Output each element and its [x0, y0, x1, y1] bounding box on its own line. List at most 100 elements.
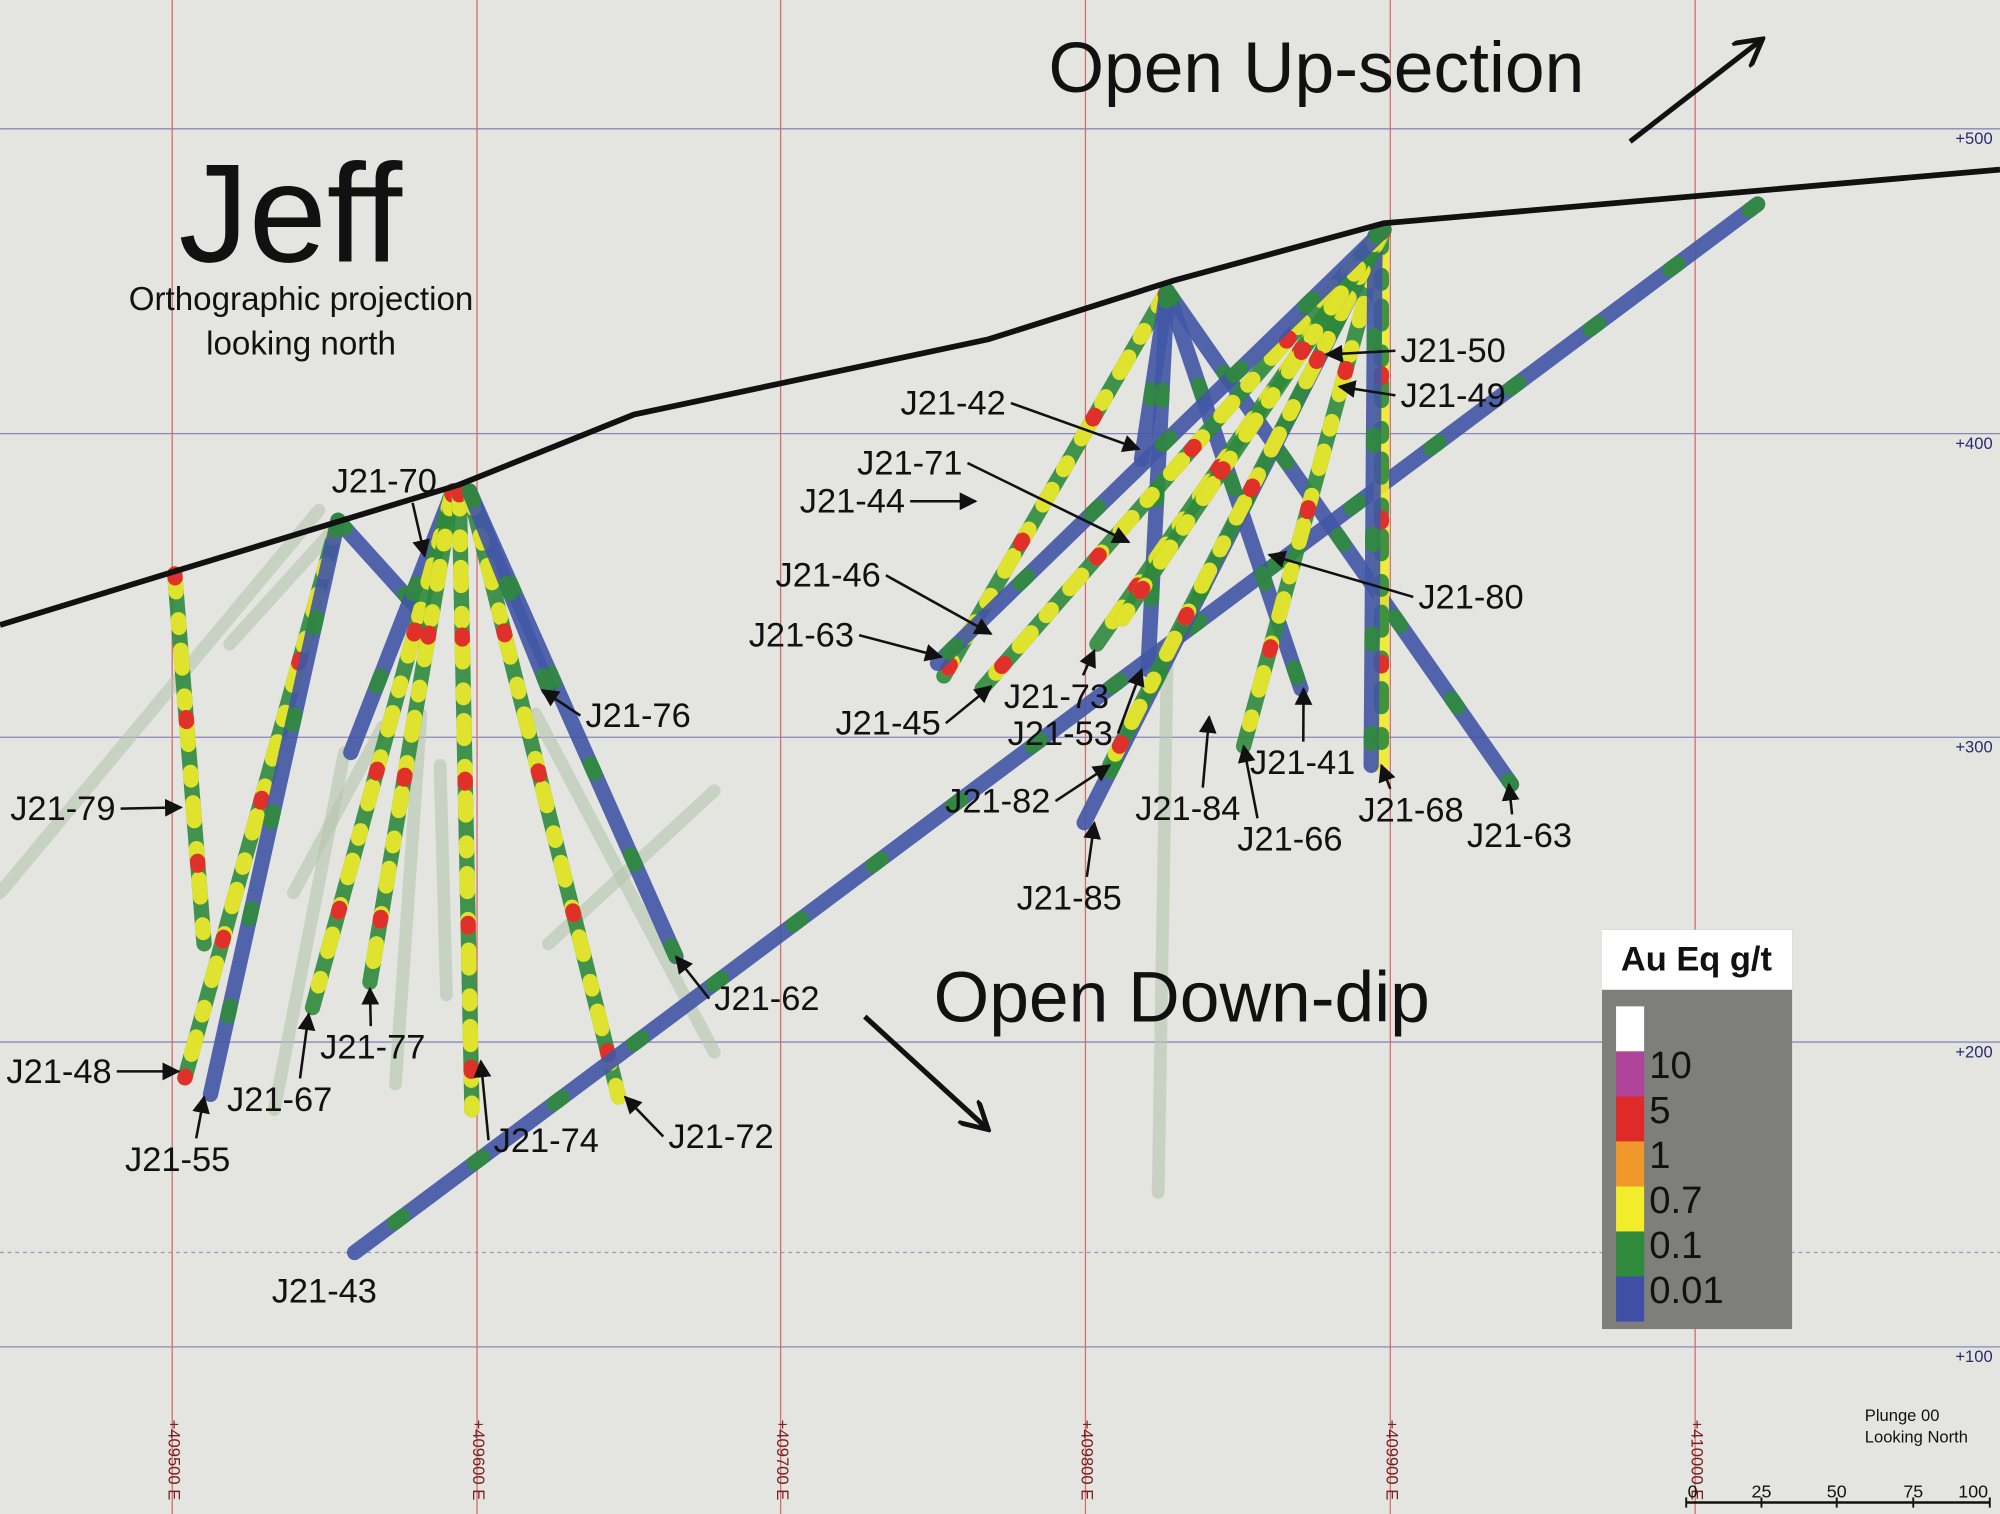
leader-arrow [1501, 782, 1520, 815]
legend-swatch [1616, 1096, 1645, 1142]
assay-interval [1235, 221, 1392, 754]
leader-arrow [1198, 715, 1217, 788]
hole-label: J21-48 [6, 1053, 111, 1091]
leader-arrow [1083, 820, 1102, 878]
leader-arrow [674, 955, 711, 1000]
legend-swatch [1616, 1276, 1645, 1322]
hole-labels: J21-70J21-42J21-71J21-44J21-46J21-63J21-… [6, 332, 1572, 1310]
faint-hole [1151, 656, 1174, 1199]
faint-hole [433, 758, 453, 1002]
faint-hole [529, 707, 721, 1059]
leader-arrow [540, 688, 582, 717]
elevation-label: +100 [1955, 1347, 1992, 1366]
legend-label: 0.01 [1649, 1269, 1723, 1312]
leader-arrow [1079, 648, 1096, 676]
subtitle: Orthographic projection [129, 281, 474, 318]
assay-interval [929, 221, 1392, 671]
leader-arrow [120, 798, 183, 817]
drill-hole [1363, 228, 1383, 773]
legend-label: 0.7 [1649, 1179, 1702, 1222]
hole-label: J21-63 [749, 617, 854, 655]
leader-arrow [297, 1012, 316, 1079]
legend-swatch [1616, 1141, 1645, 1187]
easting-label: +409900 E [1382, 1420, 1401, 1501]
leader-arrow [411, 502, 430, 558]
leader-arrow [1267, 550, 1414, 599]
elevation-label: +400 [1955, 434, 1992, 453]
hole-label: J21-74 [494, 1122, 599, 1160]
hole-label: J21-82 [945, 782, 1050, 820]
hole-label: J21-80 [1418, 578, 1523, 616]
assay-interval [936, 283, 1175, 684]
hole-label: J21-49 [1401, 377, 1506, 415]
hole-label: J21-45 [835, 705, 940, 743]
leader-arrow [361, 986, 380, 1027]
assay-interval [362, 483, 461, 990]
easting-label: +409800 E [1078, 1420, 1097, 1501]
hole-label: J21-68 [1358, 791, 1463, 829]
assay-interval [202, 512, 346, 1103]
hole-label: J21-44 [800, 483, 905, 521]
hole-label: J21-79 [10, 790, 115, 828]
easting-label: +409600 E [469, 1420, 488, 1501]
assay-interval [1114, 221, 1392, 627]
scale-label: 25 [1752, 1481, 1772, 1501]
assay-interval [167, 566, 212, 952]
elevation-label: +500 [1955, 129, 1992, 148]
leader-arrow [945, 685, 993, 725]
hole-label: J21-73 [1004, 678, 1109, 716]
faint-hole [0, 503, 326, 900]
hole-label: J21-50 [1401, 332, 1506, 370]
leader-arrow [1010, 401, 1141, 452]
assay-interval [1159, 283, 1309, 697]
legend-title: Au Eq g/t [1621, 941, 1773, 979]
view-note: Looking North [1865, 1428, 1968, 1447]
elevation-label: +200 [1955, 1042, 1992, 1061]
hole-label: J21-42 [901, 385, 1006, 423]
legend-swatch [1616, 1186, 1645, 1232]
scale-label: 100 [1958, 1481, 1988, 1501]
assay-interval [461, 483, 557, 697]
scale-label: 75 [1903, 1481, 1923, 1501]
leader-arrow [885, 574, 993, 636]
hole-label: J21-71 [857, 444, 962, 482]
drill-holes [0, 196, 1766, 1261]
faint-hole [223, 514, 349, 651]
assay-interval [177, 512, 346, 1086]
assay-interval [451, 483, 480, 1118]
assay-interval [1159, 283, 1520, 793]
leader-arrow [966, 461, 1131, 544]
assay-interval [346, 196, 1766, 1261]
faint-hole [389, 707, 428, 1091]
hole-label: J21-53 [1008, 715, 1113, 753]
assay-interval [304, 483, 461, 1016]
elevation-label: +300 [1955, 738, 1992, 757]
title: Jeff [179, 134, 404, 291]
legend-swatch [1616, 1006, 1645, 1052]
easting-label: +409700 E [773, 1420, 792, 1501]
hole-label: J21-85 [1017, 879, 1122, 917]
hole-label: J21-41 [1250, 744, 1355, 782]
legend-label: 1 [1649, 1134, 1670, 1177]
hole-label: J21-77 [320, 1029, 425, 1067]
hole-label: J21-76 [585, 697, 690, 735]
hole-label: J21-72 [668, 1118, 773, 1156]
hole-label: J21-84 [1135, 790, 1240, 828]
assay-interval [1140, 283, 1175, 678]
scale-bar: 0 25 50 75 100 [1685, 1481, 1991, 1508]
leader-arrow [1337, 380, 1396, 398]
legend-label: 0.1 [1649, 1224, 1702, 1267]
hole-label: J21-62 [714, 980, 819, 1018]
topography [0, 166, 2000, 628]
legend-header [1602, 929, 1793, 990]
leader-arrow [858, 633, 944, 662]
assay-interval [974, 221, 1392, 697]
subtitle: looking north [206, 326, 396, 363]
easting-label: +410000 E [1687, 1420, 1706, 1501]
scale-label: 50 [1827, 1481, 1847, 1501]
leader-arrow [1116, 667, 1145, 734]
leader-arrow [473, 1059, 492, 1141]
